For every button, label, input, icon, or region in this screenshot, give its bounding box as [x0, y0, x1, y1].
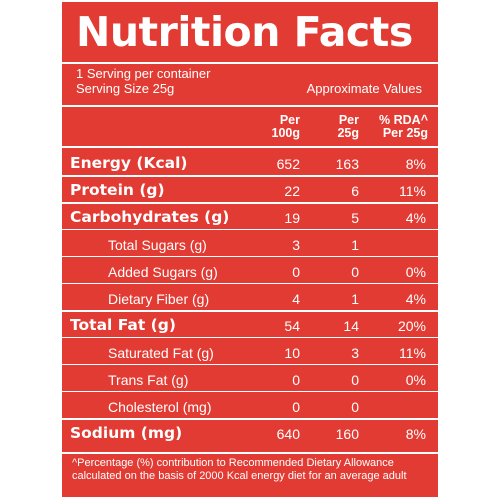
nutrient-label: Energy (Kcal) — [70, 154, 188, 172]
row-divider — [62, 364, 438, 365]
value-rda-percent: 0% — [405, 372, 426, 388]
nutrient-label: Sodium (mg) — [70, 424, 183, 442]
value-per-25g: 5 — [351, 210, 359, 226]
column-header-line: Per 25g — [382, 126, 428, 140]
column-header-rda: % RDA^ Per 25g — [362, 114, 428, 140]
nutrient-row: Carbohydrates (g) 19 5 4% — [62, 206, 438, 230]
nutrient-label: Protein (g) — [70, 181, 165, 199]
nutrient-row: Total Sugars (g) 3 1 — [62, 233, 438, 257]
column-header-line: 25g — [337, 126, 359, 140]
nutrient-row: Trans Fat (g) 0 0 0% — [62, 368, 438, 392]
value-per-100g: 652 — [276, 156, 300, 172]
value-per-100g: 4 — [292, 291, 300, 307]
nutrient-row: Total Fat (g) 54 14 20% — [62, 314, 438, 338]
nutrient-row: Cholesterol (mg) 0 0 — [62, 395, 438, 419]
value-per-25g: 14 — [343, 318, 359, 334]
value-rda-percent: 11% — [399, 183, 426, 199]
nutrient-label: Saturated Fat (g) — [108, 345, 214, 361]
approximate-values-note: Approximate Values — [306, 81, 422, 96]
value-per-25g: 1 — [351, 291, 359, 307]
value-rda-percent: 4% — [405, 210, 426, 226]
nutrient-label: Dietary Fiber (g) — [108, 291, 210, 307]
value-per-25g: 3 — [351, 345, 359, 361]
nutrient-row: Saturated Fat (g) 10 3 11% — [62, 341, 438, 365]
column-header-per-25g: Per 25g — [299, 114, 359, 140]
value-per-25g: 0 — [351, 372, 359, 388]
value-per-25g: 1 — [351, 237, 359, 253]
nutrient-row: Dietary Fiber (g) 4 1 4% — [62, 287, 438, 311]
value-per-25g: 163 — [335, 156, 359, 172]
servings-per-container: 1 Serving per container — [76, 66, 211, 81]
nutrient-label: Cholesterol (mg) — [108, 399, 212, 415]
row-divider — [62, 175, 438, 177]
title-divider — [62, 62, 438, 64]
footnote-line: ^Percentage (%) contribution to Recommen… — [72, 457, 394, 469]
row-divider — [62, 283, 438, 284]
column-header-line: Per — [338, 113, 359, 127]
footnote: ^Percentage (%) contribution to Recommen… — [72, 457, 432, 483]
column-header-line: 100g — [271, 126, 301, 140]
column-header-per-100g: Per 100g — [240, 113, 301, 140]
value-per-100g: 22 — [284, 183, 300, 199]
value-per-100g: 54 — [284, 318, 300, 334]
value-per-25g: 0 — [351, 399, 359, 415]
row-divider — [62, 202, 438, 204]
value-per-100g: 640 — [276, 426, 300, 442]
value-rda-percent: 4% — [405, 291, 426, 307]
row-divider — [62, 256, 438, 257]
column-header-line: Per — [279, 113, 300, 127]
nutrient-label: Total Fat (g) — [70, 316, 176, 334]
value-rda-percent: 20% — [397, 318, 426, 334]
nutrient-label: Trans Fat (g) — [108, 372, 189, 388]
nutrient-row: Energy (Kcal) 652 163 8% — [62, 152, 438, 176]
column-header-line: % RDA^ — [379, 113, 428, 127]
table-top-divider — [62, 146, 438, 148]
value-rda-percent: 0% — [405, 264, 426, 280]
value-rda-percent: 11% — [399, 345, 426, 361]
nutrient-label: Added Sugars (g) — [108, 264, 218, 280]
value-per-100g: 10 — [284, 345, 300, 361]
value-rda-percent: 8% — [405, 156, 426, 172]
value-per-100g: 19 — [284, 210, 300, 226]
nutrition-facts-panel: Nutrition Facts 1 Serving per container … — [62, 2, 438, 497]
row-divider — [62, 391, 438, 392]
value-per-25g: 6 — [351, 183, 359, 199]
panel-title: Nutrition Facts — [76, 8, 413, 56]
serving-size: Serving Size 25g — [76, 81, 175, 96]
row-divider — [62, 337, 438, 338]
value-per-100g: 0 — [292, 372, 300, 388]
value-per-100g: 0 — [292, 264, 300, 280]
row-divider — [62, 418, 438, 420]
row-divider — [62, 229, 438, 230]
header-divider — [62, 105, 438, 107]
nutrient-label: Total Sugars (g) — [108, 237, 207, 253]
nutrient-row: Added Sugars (g) 0 0 0% — [62, 260, 438, 284]
value-per-25g: 160 — [335, 426, 359, 442]
nutrient-label: Carbohydrates (g) — [70, 208, 230, 226]
footnote-line: calculated on the basis of 2000 Kcal ene… — [72, 470, 407, 482]
value-rda-percent: 8% — [405, 426, 426, 442]
row-divider — [62, 310, 438, 312]
nutrient-row: Protein (g) 22 6 11% — [62, 179, 438, 203]
value-per-25g: 0 — [351, 264, 359, 280]
value-per-100g: 3 — [292, 237, 300, 253]
footnote-divider — [62, 452, 438, 454]
nutrient-row: Sodium (mg) 640 160 8% — [62, 422, 438, 446]
value-per-100g: 0 — [292, 399, 300, 415]
